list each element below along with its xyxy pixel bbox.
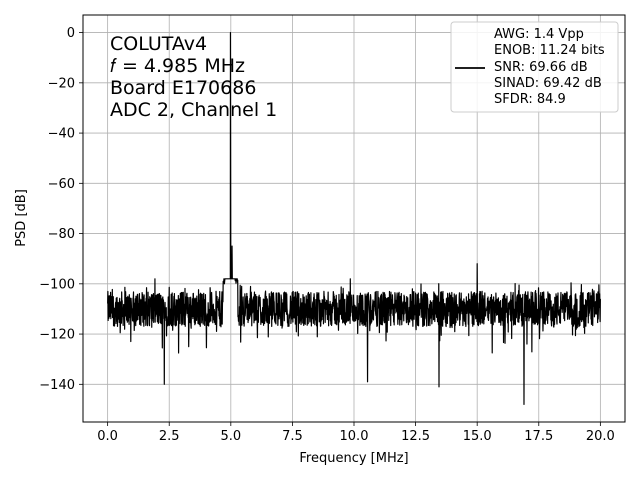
legend-entry: SNR: 69.66 dB: [494, 60, 588, 75]
y-tick-label: −100: [39, 277, 75, 292]
y-axis-ticks: 0 −20 −40 −60 −80 −100 −120 −140: [39, 26, 83, 393]
annotation-line: Board E170686: [110, 77, 256, 99]
x-tick-label: 5.0: [220, 429, 241, 444]
y-axis-label: PSD [dB]: [14, 189, 29, 247]
legend-entry: AWG: 1.4 Vpp: [494, 27, 584, 42]
x-tick-label: 10.0: [340, 429, 369, 444]
grid-lines: [83, 15, 625, 422]
y-tick-label: −60: [48, 177, 75, 192]
psd-series-line: [107, 31, 601, 406]
psd-trace: [107, 31, 601, 406]
x-tick-label: 17.5: [524, 429, 553, 444]
x-tick-label: 12.5: [401, 429, 430, 444]
x-axis-ticks: 0.0 2.5 5.0 7.5 10.0 12.5 15.0 17.5 20.0: [97, 422, 615, 444]
x-tick-label: 20.0: [586, 429, 615, 444]
y-tick-label: −80: [48, 227, 75, 242]
x-tick-label: 0.0: [97, 429, 118, 444]
annotation-line: ADC 2, Channel 1: [110, 99, 277, 121]
annotation-line: COLUTAv4: [110, 33, 207, 55]
x-tick-label: 7.5: [282, 429, 303, 444]
y-tick-label: −20: [48, 76, 75, 91]
x-tick-label: 15.0: [463, 429, 492, 444]
legend-entry: SINAD: 69.42 dB: [494, 76, 602, 91]
x-tick-label: 2.5: [159, 429, 180, 444]
y-tick-label: 0: [67, 26, 75, 41]
y-tick-label: −140: [39, 378, 75, 393]
legend-entry: ENOB: 11.24 bits: [494, 43, 605, 58]
x-axis-label: Frequency [MHz]: [299, 451, 408, 466]
legend: AWG: 1.4 Vpp ENOB: 11.24 bits SNR: 69.66…: [450, 21, 619, 113]
legend-entry: SFDR: 84.9: [494, 92, 566, 107]
annotation-block: COLUTAv4 𝑓 = 4.985 MHz Board E170686 ADC…: [110, 33, 277, 121]
y-tick-label: −40: [48, 127, 75, 142]
legend-box: [450, 21, 619, 113]
y-tick-label: −120: [39, 328, 75, 343]
annotation-line: 𝑓 = 4.985 MHz: [110, 55, 245, 77]
